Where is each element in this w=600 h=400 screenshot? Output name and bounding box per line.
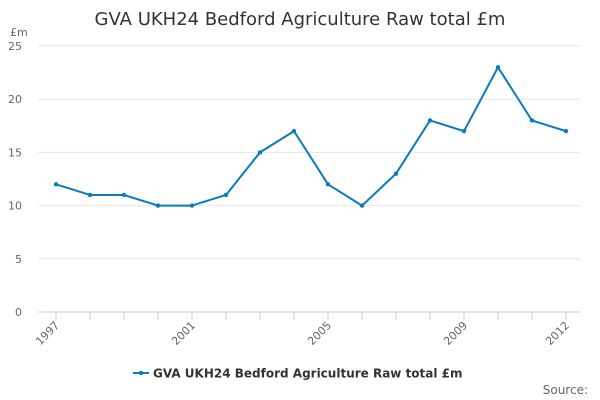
series-line (55, 66, 567, 207)
data-point[interactable] (155, 203, 161, 208)
y-tick-label: 25 (8, 40, 22, 53)
data-point[interactable] (495, 65, 501, 70)
y-tick-label: 20 (8, 93, 22, 106)
legend-marker (138, 370, 144, 376)
legend-label[interactable]: GVA UKH24 Bedford Agriculture Raw total … (153, 367, 463, 381)
data-point[interactable] (325, 182, 331, 187)
data-point[interactable] (563, 128, 569, 134)
data-point[interactable] (393, 171, 399, 176)
x-tick-label: 1997 (33, 319, 62, 348)
legend[interactable]: GVA UKH24 Bedford Agriculture Raw total … (133, 367, 463, 381)
series-line-group (53, 65, 569, 208)
x-tick-label: 2009 (441, 319, 470, 348)
data-point[interactable] (189, 203, 195, 208)
data-point[interactable] (121, 192, 127, 198)
data-point[interactable] (87, 192, 93, 198)
y-tick-label: 15 (8, 146, 22, 159)
y-tick-label: 10 (8, 200, 22, 213)
source-label: Source: (543, 383, 588, 397)
y-axis-label: £m (10, 26, 28, 39)
data-point[interactable] (359, 203, 365, 208)
gridlines (38, 45, 580, 260)
x-tick-label: 2012 (543, 319, 572, 348)
x-tick-label: 2001 (169, 319, 198, 348)
y-tick-label: 5 (15, 253, 22, 266)
data-point[interactable] (291, 128, 297, 134)
data-point[interactable] (529, 118, 535, 123)
chart-title: GVA UKH24 Bedford Agriculture Raw total … (95, 9, 506, 30)
data-point[interactable] (223, 192, 229, 198)
x-tick-label: 2005 (305, 319, 334, 348)
x-axis: 1997 2001 2005 2009 2012 (33, 311, 580, 348)
data-point[interactable] (53, 182, 59, 187)
y-tick-label: 0 (15, 306, 22, 319)
data-point[interactable] (257, 150, 263, 155)
data-point[interactable] (427, 118, 433, 123)
y-axis-ticks: 0 5 10 15 20 25 (8, 40, 22, 319)
data-point[interactable] (461, 128, 467, 134)
